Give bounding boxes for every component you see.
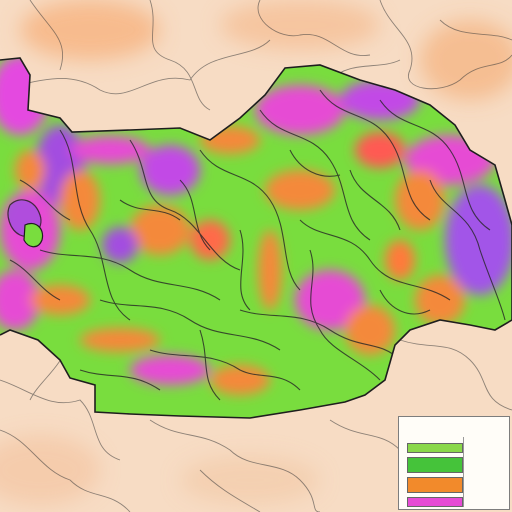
legend-swatch-1 (407, 443, 463, 453)
map-legend (398, 416, 510, 510)
legend-swatch-4 (407, 497, 463, 507)
legend-swatch-3 (407, 477, 463, 493)
country-outline (0, 57, 512, 419)
district-borders (9, 89, 506, 401)
western-district-cluster (7, 199, 44, 248)
legend-divider (463, 437, 464, 507)
country-region (0, 58, 512, 418)
legend-swatch-2 (407, 457, 463, 473)
